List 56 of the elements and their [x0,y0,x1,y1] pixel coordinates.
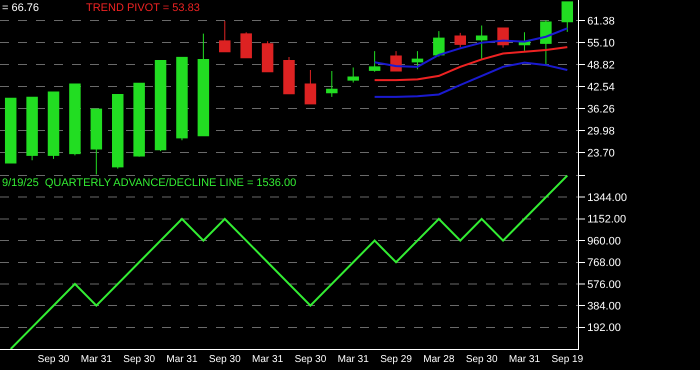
candlestick [240,32,252,58]
y-tick-label: 576.00 [587,278,621,291]
candlestick [562,1,574,32]
x-tick-label: Sep 30 [38,354,70,365]
chart-title: = 66.76 [2,2,40,14]
x-tick-label: Mar 31 [338,354,370,365]
x-tick-label: Sep 29 [380,354,412,365]
candlestick [454,32,466,48]
candlestick [304,69,316,104]
y-tick-label: 36.26 [587,103,615,116]
y-tick-label: 960.00 [587,235,621,248]
candlestick [198,33,210,136]
y-tick-label: 29.98 [587,125,615,138]
candlestick [262,40,274,72]
x-tick-label: Sep 30 [123,354,156,365]
candlestick [326,70,338,98]
x-tick-label: Mar 31 [166,354,198,365]
x-tick-label: Mar 31 [252,354,284,365]
candlestick [133,82,145,158]
x-tick-label: Sep 19 [551,354,584,365]
candlestick [69,83,81,156]
candlestick [412,50,424,70]
candlestick [154,60,166,152]
y-tick-label: 768.00 [587,257,621,270]
line-series [374,27,568,68]
y-tick-label: 55.10 [587,38,615,50]
candlestick [112,94,124,170]
candlestick [283,56,295,94]
chart-title: 9/19/25 QUARTERLY ADVANCE/DECLINE LINE = 1536.00 [2,177,296,189]
candlestick [368,50,380,72]
x-tick-label: Sep 30 [466,354,498,365]
x-tick-label: Mar 31 [80,354,112,365]
x-tick-label: Sep 30 [208,354,242,365]
candlestick [26,96,38,161]
candlestick [4,98,16,164]
candlestick [176,56,188,141]
y-tick-label: 1344.00 [587,192,627,204]
y-tick-label: 48.82 [587,60,615,72]
candlestick [540,19,552,66]
y-tick-label: 1152.00 [587,214,626,226]
candlestick [347,67,359,84]
annotation: TREND PIVOT = 53.83 [86,2,200,14]
candlestick [219,20,231,52]
x-tick-label: Mar 31 [508,354,540,365]
y-tick-label: 23.70 [587,147,615,160]
y-tick-label: 384.00 [587,300,621,312]
line-series [374,46,568,82]
y-tick-label: 42.54 [587,81,615,94]
candlestick [48,92,60,160]
y-tick-label: 61.38 [587,16,615,28]
y-tick-label: 192.00 [587,322,621,334]
candlestick [90,108,102,174]
x-tick-label: Mar 28 [423,354,455,365]
line-series [374,62,568,98]
candlestick [476,25,488,61]
x-tick-label: Sep 30 [294,354,327,365]
